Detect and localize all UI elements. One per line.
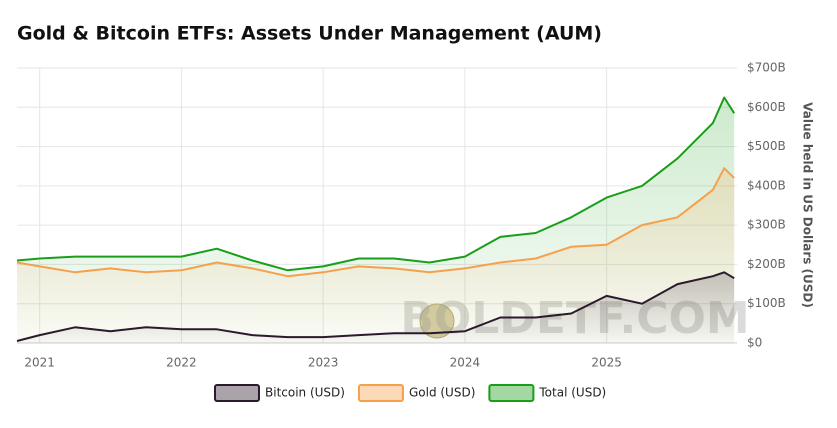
series-line	[16, 96, 736, 272]
legend-label: Total (USD)	[538, 386, 606, 400]
y-tick-label: $0	[747, 336, 762, 350]
legend-swatch	[488, 384, 535, 402]
x-tick-label: 2023	[308, 356, 339, 370]
x-tick-label: 2022	[166, 356, 197, 370]
y-tick-label: $100B	[747, 296, 786, 310]
y-tick-label: $500B	[747, 139, 786, 153]
legend-swatch	[214, 384, 260, 402]
area	[17, 168, 735, 343]
x-tick-label: 2024	[450, 356, 481, 370]
y-tick-label: $300B	[747, 218, 786, 232]
chart-title: Gold & Bitcoin ETFs: Assets Under Manage…	[17, 23, 602, 45]
x-tick-label: 2025	[591, 356, 622, 370]
legend-label: Bitcoin (USD)	[265, 386, 345, 400]
y-tick-label: $200B	[747, 257, 786, 271]
y-axis-label: Value held in US Dollars (USD)	[801, 102, 815, 308]
y-tick-label: $400B	[747, 178, 786, 192]
series-line	[16, 167, 735, 278]
legend-label: Gold (USD)	[409, 386, 475, 400]
series-line	[16, 271, 735, 342]
y-tick-label: $600B	[747, 100, 786, 114]
x-tick-label: 2021	[24, 356, 55, 370]
y-tick-label: $700B	[747, 61, 786, 75]
area	[17, 272, 735, 343]
legend-swatch	[357, 384, 404, 402]
